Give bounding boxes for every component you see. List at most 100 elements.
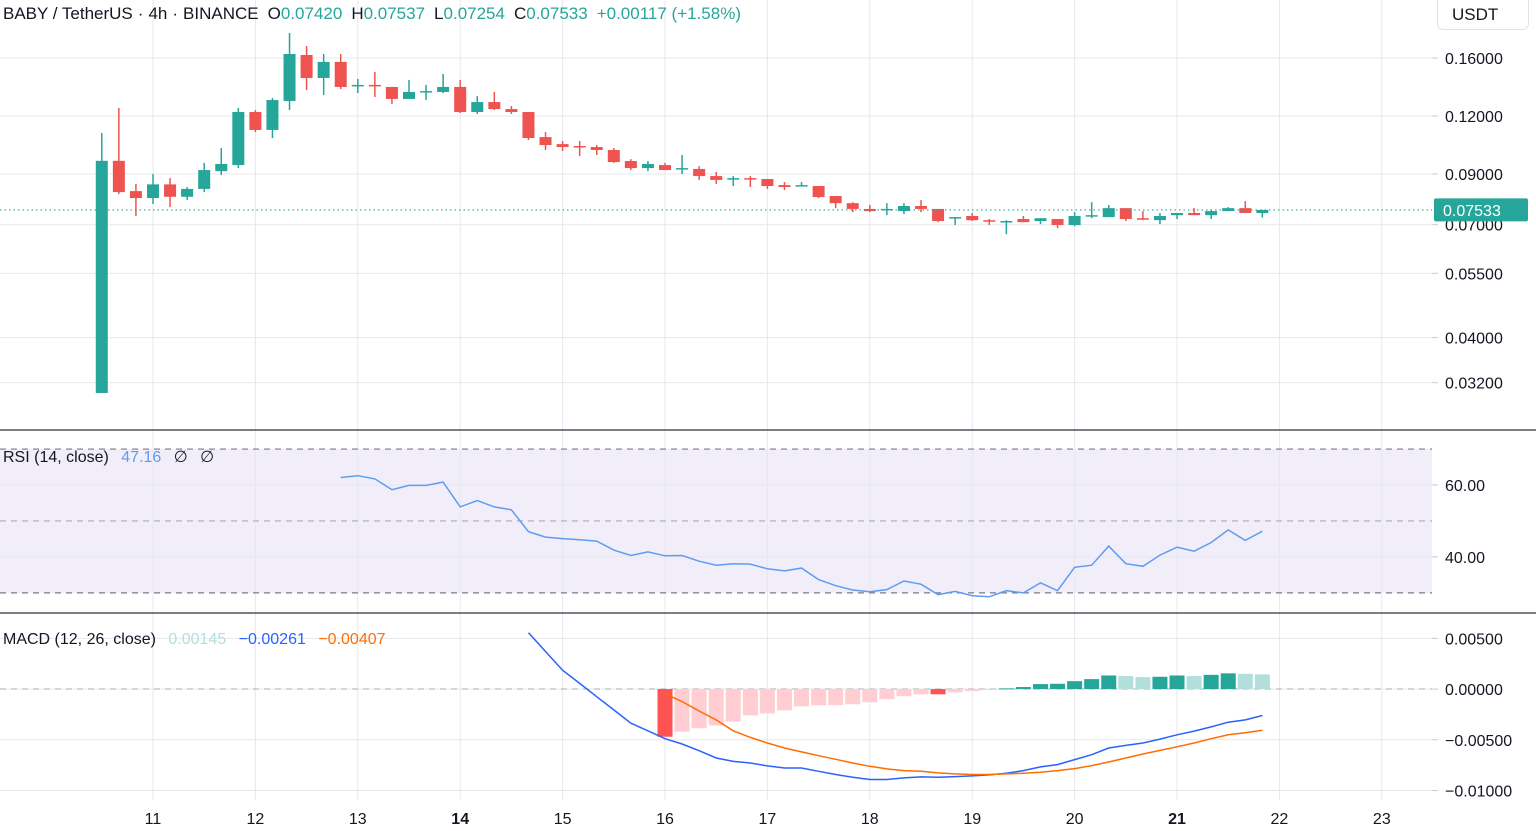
candle xyxy=(1102,204,1115,218)
candle xyxy=(1085,202,1098,219)
symbol-legend: BABY / TetherUS · 4h · BINANCE O 0.07420 … xyxy=(3,4,741,24)
high-label: H xyxy=(351,4,364,23)
macd-axis-label: −0.00500 xyxy=(1445,733,1512,750)
candle-body xyxy=(710,176,723,180)
candle-body xyxy=(1239,208,1252,213)
candle-body xyxy=(181,188,194,197)
candle-body xyxy=(659,165,672,171)
separator: · xyxy=(172,4,179,23)
time-axis-label: 17 xyxy=(759,811,777,828)
time-axis-label: 13 xyxy=(349,811,367,828)
candle-body xyxy=(215,163,228,172)
candle-body xyxy=(249,112,262,130)
open-value: 0.07420 xyxy=(280,4,343,23)
rsi-line xyxy=(340,474,1263,598)
candle-body xyxy=(1034,218,1047,222)
macd-title[interactable]: MACD (12, 26, close) xyxy=(3,631,156,648)
macd-signal-line xyxy=(664,693,1263,776)
candle xyxy=(573,141,586,157)
candle-body xyxy=(1171,212,1184,216)
time-axis-label: 22 xyxy=(1271,811,1289,828)
candle xyxy=(283,33,296,111)
exchange: BINANCE xyxy=(183,4,259,23)
candle-body xyxy=(1000,221,1013,223)
candle-body xyxy=(488,102,501,110)
candle xyxy=(351,78,364,94)
macd-histogram-bar xyxy=(1118,676,1134,690)
candle xyxy=(1034,218,1047,225)
candle-body xyxy=(351,84,364,87)
candle-body xyxy=(590,147,603,150)
candle xyxy=(607,148,620,163)
candle xyxy=(437,73,450,94)
candle-body xyxy=(1256,209,1269,213)
candle-body xyxy=(932,208,945,222)
macd-histogram-bar xyxy=(1084,679,1100,690)
candle-body xyxy=(983,220,996,222)
candle-body xyxy=(539,137,552,146)
symbol-name[interactable]: BABY / TetherUS xyxy=(3,4,133,23)
candle xyxy=(556,141,569,151)
macd-histogram-bar xyxy=(1067,681,1083,690)
candle-body xyxy=(198,170,211,189)
separator: · xyxy=(137,4,144,23)
candle xyxy=(710,172,723,184)
high-value: 0.07537 xyxy=(363,4,426,23)
candle-body xyxy=(505,109,518,113)
candle-body xyxy=(368,84,381,87)
macd-histogram-bar xyxy=(862,689,878,703)
candle xyxy=(1171,212,1184,220)
candle xyxy=(727,176,740,187)
candle-body xyxy=(607,149,620,163)
candle xyxy=(317,53,330,95)
candle xyxy=(198,162,211,193)
candle-body xyxy=(744,178,757,180)
macd-histogram-bar xyxy=(1015,687,1031,690)
candle-body xyxy=(676,168,689,170)
candle xyxy=(915,200,928,213)
candle xyxy=(1222,207,1235,212)
candle-body xyxy=(778,185,791,188)
macd-histogram-bar xyxy=(1032,684,1048,690)
time-axis-label: 21 xyxy=(1168,811,1186,828)
low-label: L xyxy=(434,4,444,23)
candle-body xyxy=(112,160,125,193)
candle-body xyxy=(1017,219,1030,223)
candle-body xyxy=(829,196,842,204)
empty-value-icon: ∅ xyxy=(200,449,215,466)
candle xyxy=(949,217,962,226)
rsi-axis-label: 60.00 xyxy=(1445,478,1485,495)
price-axis-label: 0.09000 xyxy=(1445,167,1503,184)
empty-value-icon: ∅ xyxy=(173,449,188,466)
rsi-title[interactable]: RSI (14, close) xyxy=(3,449,109,466)
low-value: 0.07254 xyxy=(443,4,505,23)
macd-line-value: −0.00261 xyxy=(238,631,306,648)
macd-histogram-bar xyxy=(947,689,963,693)
candle xyxy=(1051,219,1064,229)
currency-button[interactable]: USDT xyxy=(1437,0,1529,30)
macd-histogram-bar xyxy=(981,689,997,691)
candle xyxy=(95,133,108,393)
candle xyxy=(966,212,979,222)
candle xyxy=(232,107,245,169)
price-axis-label: 0.04000 xyxy=(1445,331,1503,348)
last-price-label: 0.07533 xyxy=(1443,203,1501,220)
candle xyxy=(1136,211,1149,221)
candle xyxy=(164,178,177,208)
candle xyxy=(795,182,808,187)
candle xyxy=(181,187,194,201)
candle xyxy=(829,196,842,209)
macd-histogram-value: 0.00145 xyxy=(168,631,227,648)
close-label: C xyxy=(513,4,527,23)
candle xyxy=(334,53,347,90)
time-axis-label: 11 xyxy=(145,811,162,828)
candle xyxy=(266,98,279,139)
macd-histogram-bar xyxy=(998,688,1014,690)
candle-body xyxy=(624,161,637,169)
candle xyxy=(659,162,672,171)
candle xyxy=(420,84,433,101)
price-axis-label: 0.03200 xyxy=(1445,376,1503,393)
candle-body xyxy=(1068,215,1081,226)
interval[interactable]: 4h xyxy=(148,4,168,23)
